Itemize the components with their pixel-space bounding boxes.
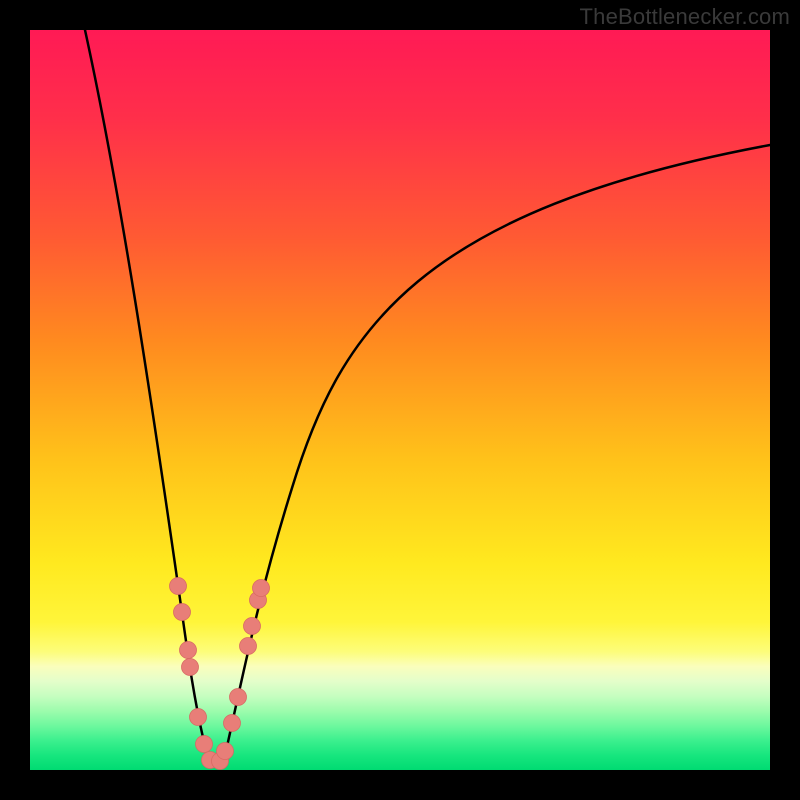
plot-area xyxy=(30,30,770,770)
data-marker xyxy=(217,743,234,760)
chart-frame: TheBottlenecker.com xyxy=(0,0,800,800)
data-marker xyxy=(240,638,257,655)
data-marker xyxy=(230,689,247,706)
marker-group xyxy=(170,578,270,770)
data-marker xyxy=(190,709,207,726)
data-marker xyxy=(174,604,191,621)
data-marker xyxy=(244,618,261,635)
data-marker xyxy=(196,736,213,753)
chart-svg xyxy=(30,30,770,770)
data-marker xyxy=(182,659,199,676)
data-marker xyxy=(224,715,241,732)
data-marker xyxy=(180,642,197,659)
data-marker xyxy=(170,578,187,595)
watermark-text: TheBottlenecker.com xyxy=(580,4,790,30)
data-marker xyxy=(253,580,270,597)
